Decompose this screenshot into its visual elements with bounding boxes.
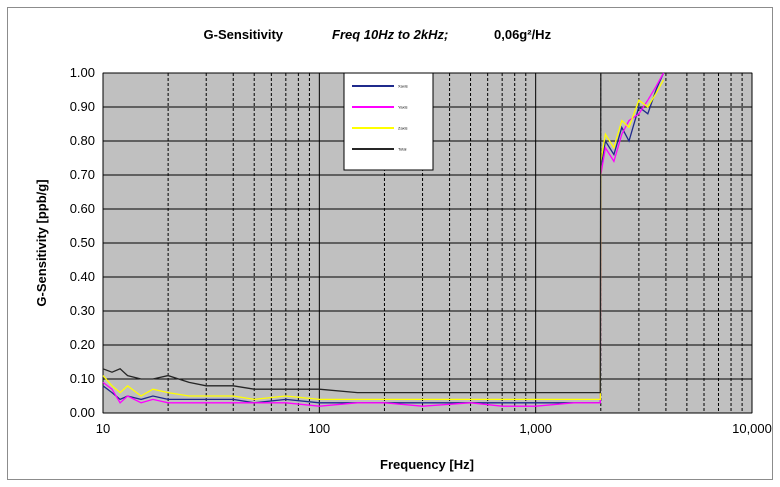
y-axis-title: G-Sensitivity [ppb/g]: [34, 179, 49, 306]
legend-label: Yaxis: [398, 105, 407, 110]
y-tick-label: 0.70: [70, 167, 95, 182]
x-tick-label: 10: [96, 421, 110, 436]
y-tick-label: 0.40: [70, 269, 95, 284]
x-tick-label: 100: [308, 421, 330, 436]
y-tick-label: 0.90: [70, 99, 95, 114]
series-line-total: [102, 72, 602, 394]
grid-layer: [102, 72, 753, 414]
series-line-zaxis: [102, 79, 665, 401]
tick-labels: 0.00 0.10 0.20 0.30 0.40 0.50 0.60 0.70 0.80 0.90…: [70, 65, 772, 436]
y-tick-label: 0.30: [70, 303, 95, 318]
chart-title-condition: Freq 10Hz to 2kHz;: [332, 27, 448, 42]
chart-title: G-Sensitivity: [204, 27, 284, 42]
legend-label: Xaxis: [398, 84, 408, 89]
series-line-yaxis: [102, 72, 665, 407]
x-tick-label: 1,000: [519, 421, 552, 436]
legend: Xaxis Yaxis Zaxis Total: [343, 72, 434, 171]
y-tick-label: 0.10: [70, 371, 95, 386]
x-axis-title: Frequency [Hz]: [380, 457, 474, 472]
legend-label: Total: [398, 147, 407, 152]
legend-box: [343, 72, 434, 171]
chart-title-level: 0,06g²/Hz: [494, 27, 552, 42]
legend-label: Zaxis: [398, 126, 408, 131]
y-tick-label: 0.00: [70, 405, 95, 420]
y-tick-label: 1.00: [70, 65, 95, 80]
series-layer: [102, 72, 665, 407]
series-line-xaxis: [102, 72, 665, 404]
y-tick-label: 0.60: [70, 201, 95, 216]
legend-entries: Xaxis Yaxis Zaxis Total: [352, 84, 408, 152]
y-tick-label: 0.20: [70, 337, 95, 352]
y-tick-label: 0.80: [70, 133, 95, 148]
x-tick-label: 10,000: [732, 421, 772, 436]
y-tick-label: 0.50: [70, 235, 95, 250]
